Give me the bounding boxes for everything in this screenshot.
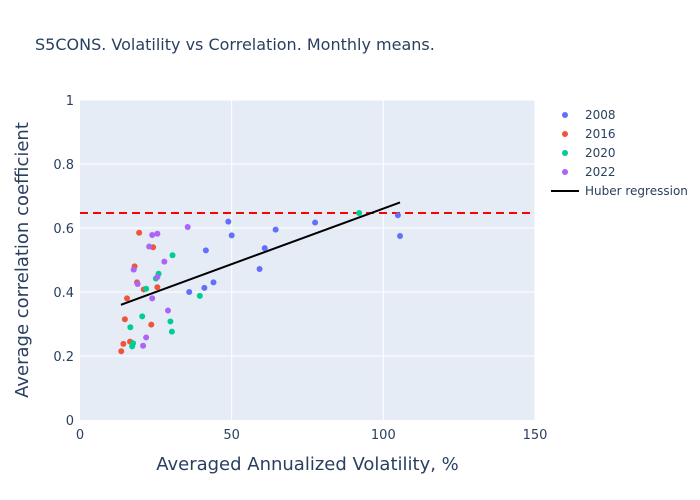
data-point-2008: [228, 232, 235, 239]
data-point-2008: [256, 265, 263, 272]
legend-label-2022: 2022: [585, 165, 616, 179]
data-point-2022: [154, 273, 161, 280]
regression-line-group: [120, 201, 401, 306]
legend-marker-2022: [562, 169, 568, 175]
data-point-2020: [129, 343, 136, 350]
y-tick-label: 1: [66, 94, 74, 109]
data-point-2022: [140, 342, 147, 349]
data-point-2016: [154, 284, 161, 291]
data-point-2016: [148, 321, 155, 328]
data-points: [118, 209, 404, 355]
x-axis-label: Averaged Annualized Volatility, %: [156, 454, 459, 475]
chart-title: S5CONS. Volatility vs Correlation. Month…: [35, 35, 435, 54]
data-point-2008: [312, 219, 319, 226]
data-point-2020: [139, 313, 146, 320]
data-point-2008: [202, 247, 209, 254]
x-tick-label: 100: [371, 428, 396, 443]
plot-area: [80, 100, 535, 420]
data-point-2020: [167, 318, 174, 325]
huber-regression-line: [120, 201, 401, 306]
data-point-2008: [261, 245, 268, 252]
data-point-2016: [120, 340, 127, 347]
legend-label-2020: 2020: [585, 146, 616, 160]
data-point-2020: [127, 324, 134, 331]
data-point-2016: [118, 348, 125, 355]
x-tick-label: 0: [76, 428, 84, 443]
data-point-2022: [130, 266, 137, 273]
legend-marker-2020: [562, 150, 568, 156]
data-point-2022: [164, 307, 171, 314]
y-tick-label: 0.6: [53, 222, 74, 237]
data-point-2016: [121, 316, 128, 323]
data-point-2022: [154, 230, 161, 237]
data-point-2020: [168, 328, 175, 335]
data-point-2022: [161, 258, 168, 265]
data-point-2008: [225, 218, 232, 225]
legend-marker-2008: [562, 112, 568, 118]
data-point-2020: [356, 209, 363, 216]
data-point-2016: [136, 229, 143, 236]
y-tick-label: 0.8: [53, 158, 74, 173]
y-axis-label: Average correlation coefficient: [12, 122, 33, 398]
data-point-2008: [201, 284, 208, 291]
y-tick-label: 0.4: [53, 286, 74, 301]
data-point-2022: [146, 243, 153, 250]
data-point-2020: [143, 285, 150, 292]
data-point-2008: [397, 233, 404, 239]
legend-marker-2016: [562, 131, 568, 137]
data-point-2022: [184, 224, 191, 231]
x-tick-label: 50: [223, 428, 240, 443]
data-point-2008: [394, 212, 401, 219]
y-tick-label: 0.2: [53, 350, 74, 365]
legend: 2008 2016 2020 2022 Huber regression: [551, 108, 688, 198]
data-point-2008: [272, 226, 279, 233]
data-point-2016: [124, 295, 131, 302]
x-tick-label: 150: [523, 428, 548, 443]
data-point-2022: [143, 334, 150, 341]
legend-label-regression: Huber regression: [585, 184, 688, 198]
legend-label-2008: 2008: [585, 108, 616, 122]
tick-labels: 0 0.2 0.4 0.6 0.8 1 0 50 100 150: [53, 94, 547, 443]
data-point-2022: [134, 281, 141, 287]
legend-label-2016: 2016: [585, 127, 616, 141]
data-point-2008: [186, 289, 193, 295]
data-point-2022: [149, 232, 156, 239]
data-point-2008: [210, 279, 217, 286]
data-point-2020: [196, 292, 203, 299]
data-point-2022: [149, 295, 156, 302]
y-tick-label: 0: [66, 414, 74, 429]
data-point-2020: [169, 252, 176, 259]
